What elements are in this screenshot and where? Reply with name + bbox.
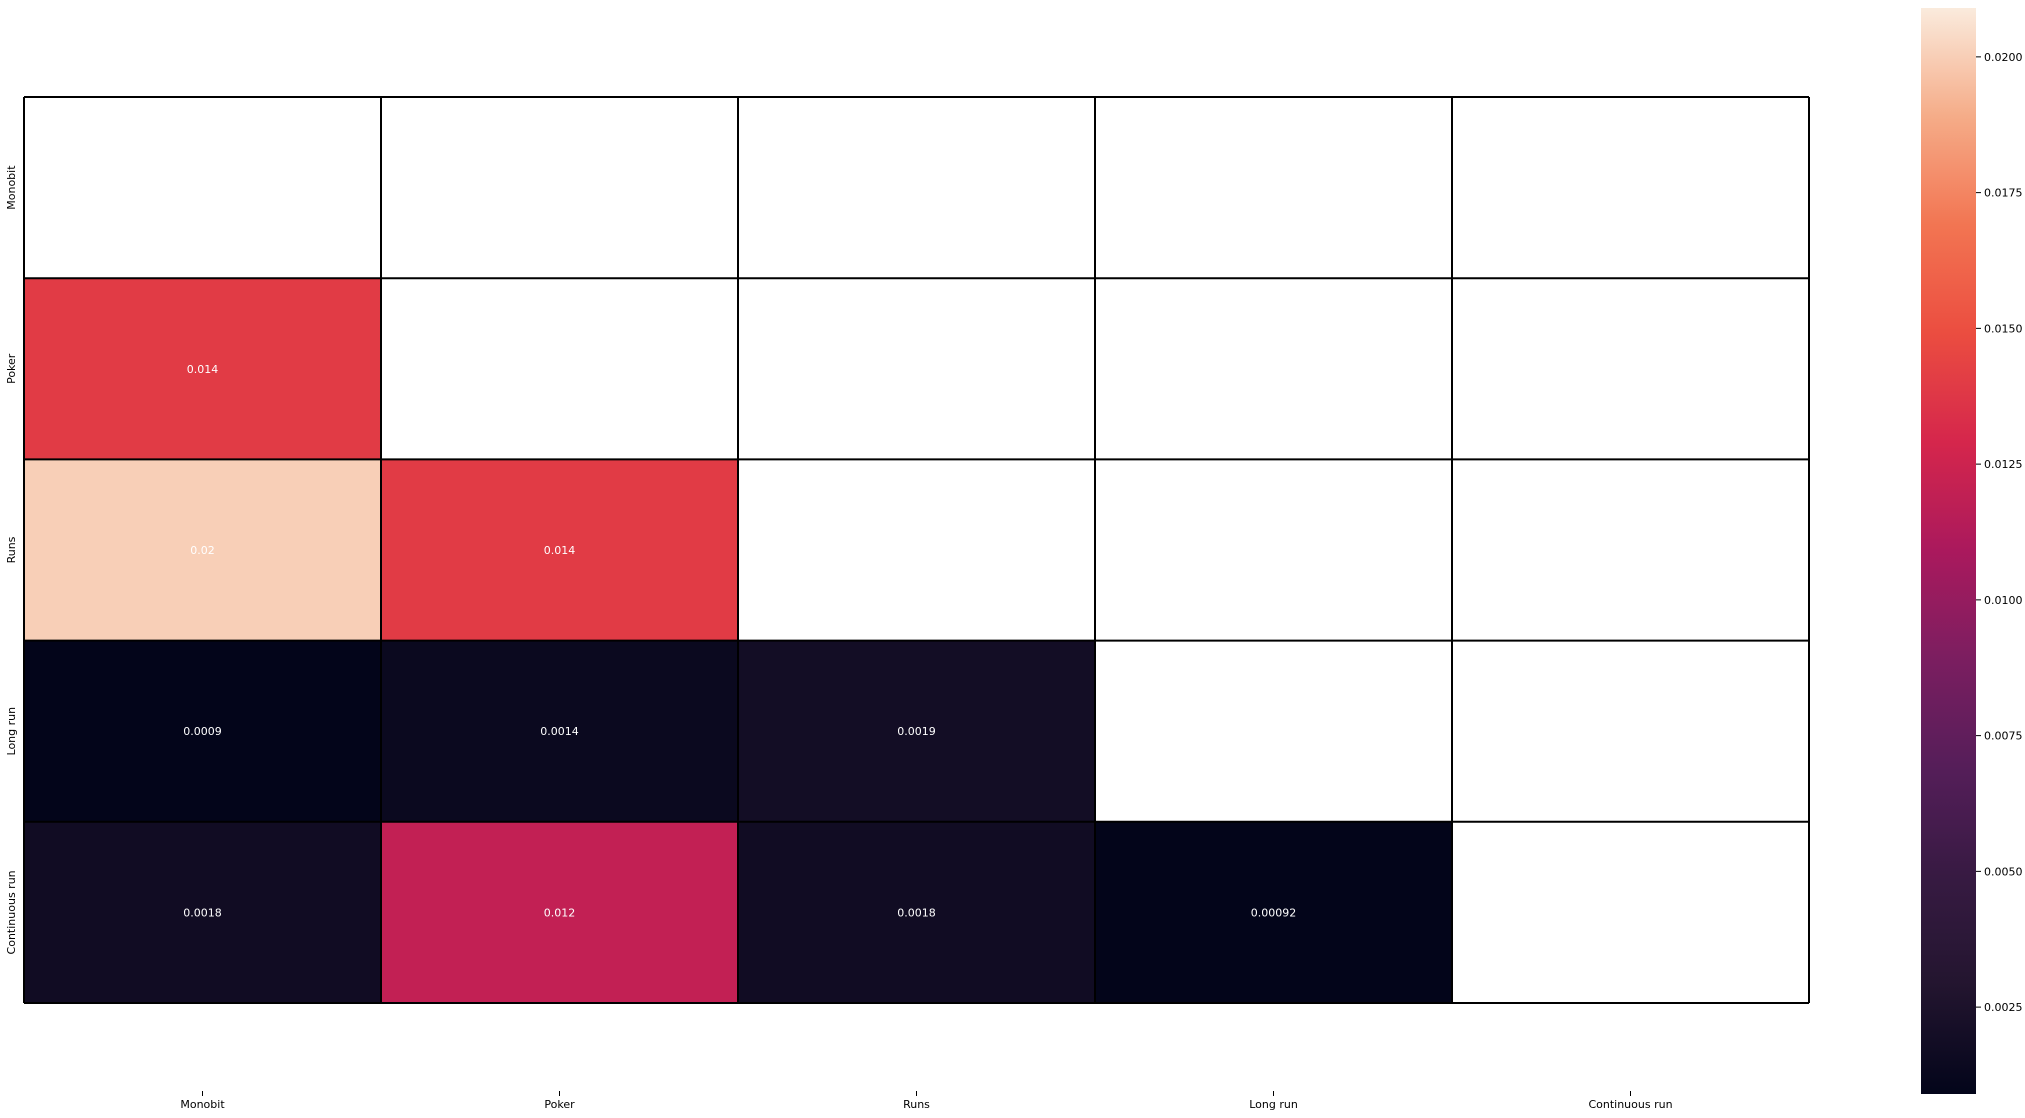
y-tick-label: Runs [5,536,18,563]
y-tick-label: Poker [5,353,18,384]
cell-annotation-3-1: 0.0014 [540,725,579,738]
heatmap-grid [23,96,1810,1004]
y-tick-label: Continuous run [5,870,18,954]
x-tick-label: Continuous run [1588,1098,1672,1111]
y-axis: Monobit Poker Runs Long run Continuous run [5,165,18,955]
heatmap-cell-4-2 [738,821,1095,1003]
cell-annotation-2-1: 0.014 [544,544,576,557]
cell-annotations: 0.014 0.02 0.014 0.0009 0.0014 0.0019 0.0018 0.… [183,363,1296,920]
cell-annotation-4-2: 0.0018 [897,906,936,919]
cell-annotation-3-2: 0.0019 [897,725,936,738]
heatmap-cell-4-3 [1095,821,1452,1003]
heatmap-cell-3-1 [381,640,738,822]
x-axis: Monobit Poker Runs Long run Continuous run [180,1091,1673,1111]
colorbar-gradient [1921,8,1976,1094]
x-tick-label: Monobit [180,1098,225,1111]
colorbar-tick-label: 0.0200 [1984,51,2023,64]
heatmap-cell-3-2 [738,640,1095,822]
x-tick-label: Poker [544,1098,575,1111]
y-tick-label: Long run [5,707,18,756]
y-tick-label: Monobit [5,165,18,210]
cell-annotation-1-0: 0.014 [187,363,219,376]
colorbar-tick-label: 0.0050 [1984,865,2023,878]
x-tick-label: Runs [903,1098,930,1111]
cell-annotation-3-0: 0.0009 [183,725,222,738]
cell-annotation-2-0: 0.02 [190,544,215,557]
colorbar: 0.0025 0.0050 0.0075 0.0100 0.0125 0.0150 0.01… [1921,8,2023,1094]
heatmap-cell-4-0 [24,821,381,1003]
cell-annotation-4-0: 0.0018 [183,906,222,919]
cell-annotation-4-1: 0.012 [544,906,576,919]
colorbar-tick-label: 0.0025 [1984,1001,2023,1014]
heatmap-cell-1-0 [24,278,381,460]
colorbar-tick-label: 0.0175 [1984,187,2023,200]
heatmap-cell-3-0 [24,640,381,822]
colorbar-tick-label: 0.0150 [1984,322,2023,335]
x-tick-label: Long run [1249,1098,1298,1111]
heatmap-cells [24,278,1452,1003]
colorbar-tick-label: 0.0075 [1984,730,2023,743]
colorbar-tick-label: 0.0100 [1984,594,2023,607]
heatmap-cell-2-0 [24,459,381,641]
colorbar-tick-label: 0.0125 [1984,458,2023,471]
heatmap-cell-4-1 [381,821,738,1003]
heatmap-cell-2-1 [381,459,738,641]
cell-annotation-4-3: 0.00092 [1251,906,1297,919]
